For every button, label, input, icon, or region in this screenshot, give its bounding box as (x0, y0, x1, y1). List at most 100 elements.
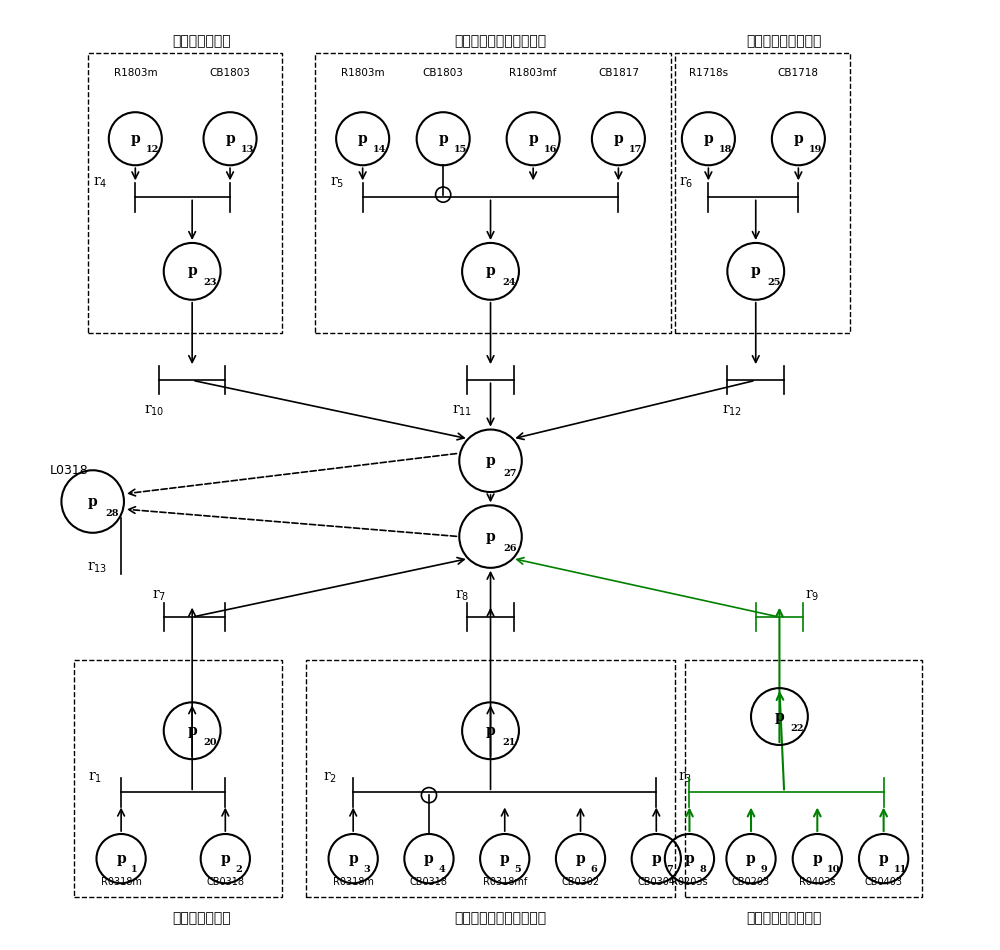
Text: 远后备保护诊断子网: 远后备保护诊断子网 (746, 911, 822, 925)
Text: r$_{12}$: r$_{12}$ (722, 404, 742, 418)
Text: 11: 11 (893, 864, 907, 874)
Text: p: p (793, 132, 803, 145)
Text: 15: 15 (454, 145, 467, 154)
Text: p: p (225, 132, 235, 145)
Text: p: p (486, 529, 495, 543)
Text: 22: 22 (791, 724, 804, 732)
Bar (306, 659, 675, 897)
Text: p: p (500, 851, 510, 865)
Text: r$_{11}$: r$_{11}$ (452, 404, 472, 418)
Text: p: p (438, 132, 448, 145)
Text: R0318mf: R0318mf (483, 877, 527, 887)
Text: 断路器失灵保护诊断子网: 断路器失灵保护诊断子网 (454, 34, 546, 48)
Text: 5: 5 (515, 864, 521, 874)
Text: 28: 28 (105, 509, 119, 519)
Text: 8: 8 (699, 864, 706, 874)
Bar (74, 659, 282, 897)
Text: 23: 23 (204, 278, 217, 288)
Text: 17: 17 (629, 145, 642, 154)
Text: p: p (187, 264, 197, 278)
Text: p: p (220, 851, 230, 865)
Text: L0318: L0318 (50, 464, 89, 477)
Text: 24: 24 (502, 278, 515, 288)
Text: r$_5$: r$_5$ (330, 176, 344, 190)
Text: 10: 10 (827, 864, 841, 874)
Text: r$_2$: r$_2$ (323, 770, 336, 785)
Text: 25: 25 (767, 278, 781, 288)
Text: 21: 21 (502, 738, 515, 747)
Text: r$_{10}$: r$_{10}$ (144, 404, 164, 418)
Text: CB0318: CB0318 (206, 877, 244, 887)
Text: R1803mf: R1803mf (509, 67, 557, 78)
Text: p: p (651, 851, 661, 865)
Text: 12: 12 (146, 145, 159, 154)
Text: 16: 16 (544, 145, 557, 154)
Text: p: p (685, 851, 694, 865)
Text: R0318m: R0318m (101, 877, 142, 887)
Text: 6: 6 (590, 864, 597, 874)
Text: r$_{13}$: r$_{13}$ (87, 560, 108, 575)
Text: R0403s: R0403s (799, 877, 836, 887)
Bar (315, 53, 670, 332)
Text: 26: 26 (503, 544, 517, 554)
Text: p: p (348, 851, 358, 865)
Text: 3: 3 (363, 864, 370, 874)
Text: 主保护诊断子网: 主保护诊断子网 (172, 911, 231, 925)
Text: p: p (486, 454, 495, 467)
Text: 20: 20 (204, 738, 217, 747)
Text: p: p (187, 724, 197, 738)
Bar (685, 659, 922, 897)
Text: r$_4$: r$_4$ (93, 176, 107, 190)
Text: 14: 14 (373, 145, 387, 154)
Text: r$_9$: r$_9$ (805, 588, 820, 603)
Text: CB0203: CB0203 (732, 877, 770, 887)
Text: R1803m: R1803m (114, 67, 157, 78)
Bar (675, 53, 850, 332)
Text: CB1803: CB1803 (210, 67, 250, 78)
Text: 27: 27 (503, 468, 517, 478)
Text: p: p (614, 132, 623, 145)
Text: p: p (879, 851, 888, 865)
Text: r$_6$: r$_6$ (679, 176, 693, 190)
Text: p: p (486, 264, 495, 278)
Text: p: p (528, 132, 538, 145)
Text: r$_1$: r$_1$ (88, 770, 102, 785)
Text: p: p (88, 495, 98, 508)
Text: r$_3$: r$_3$ (678, 770, 692, 785)
Text: p: p (746, 851, 756, 865)
Text: p: p (130, 132, 140, 145)
Text: p: p (704, 132, 713, 145)
Text: p: p (812, 851, 822, 865)
Text: CB1718: CB1718 (778, 67, 819, 78)
Text: 远后备保护诊断子网: 远后备保护诊断子网 (746, 34, 822, 48)
Text: R1803m: R1803m (341, 67, 384, 78)
Text: p: p (751, 264, 761, 278)
Text: p: p (116, 851, 126, 865)
Text: r$_8$: r$_8$ (455, 588, 469, 603)
Text: R0318m: R0318m (333, 877, 374, 887)
Text: p: p (775, 710, 784, 724)
Text: p: p (424, 851, 434, 865)
Text: 4: 4 (439, 864, 446, 874)
Text: 主保护诊断子网: 主保护诊断子网 (172, 34, 231, 48)
Text: 7: 7 (666, 864, 673, 874)
Text: CB0318: CB0318 (410, 877, 448, 887)
Text: CB1803: CB1803 (423, 67, 464, 78)
Bar (88, 53, 282, 332)
Text: r$_7$: r$_7$ (152, 588, 166, 603)
Text: 2: 2 (235, 864, 242, 874)
Text: p: p (486, 724, 495, 738)
Text: 1: 1 (131, 864, 138, 874)
Text: 18: 18 (719, 145, 732, 154)
Text: 断路器失灵保护诊断子网: 断路器失灵保护诊断子网 (454, 911, 546, 925)
Text: p: p (358, 132, 368, 145)
Text: R1718s: R1718s (689, 67, 728, 78)
Text: CB0302: CB0302 (561, 877, 600, 887)
Text: CB0304: CB0304 (637, 877, 675, 887)
Text: 9: 9 (761, 864, 768, 874)
Text: CB1817: CB1817 (598, 67, 639, 78)
Text: R0203s: R0203s (671, 877, 708, 887)
Text: p: p (576, 851, 585, 865)
Text: 19: 19 (809, 145, 822, 154)
Text: CB0403: CB0403 (865, 877, 903, 887)
